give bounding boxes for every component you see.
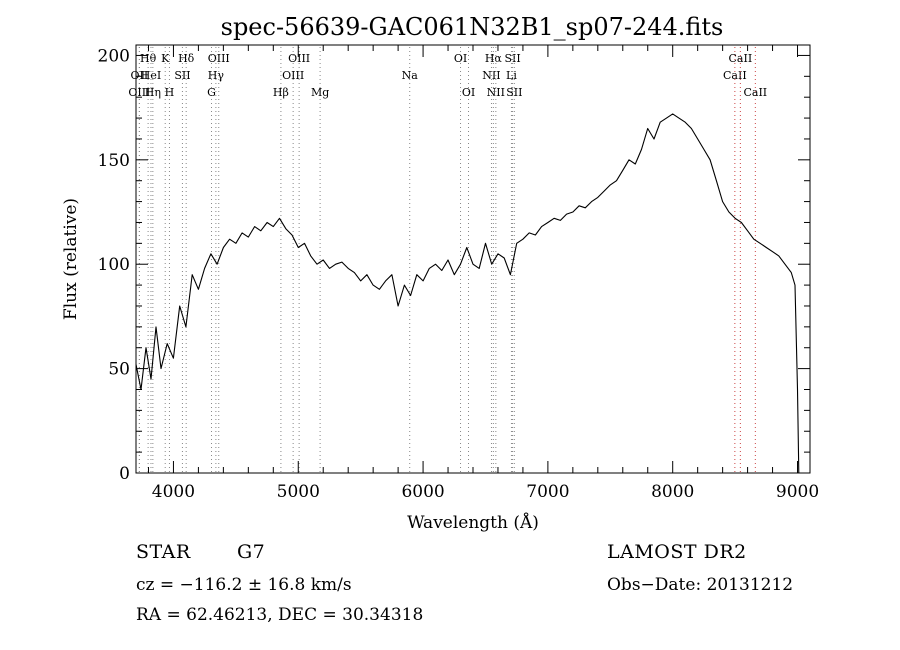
y-tick-label: 200	[98, 46, 130, 66]
line-marker-label: K	[161, 52, 170, 65]
spectrum-line-0	[135, 113, 800, 474]
line-marker-label: NII	[487, 86, 505, 99]
line-marker-label: Hη	[145, 86, 161, 99]
line-marker-label: CaII	[729, 52, 753, 65]
survey-name: LAMOST DR2	[607, 541, 747, 563]
spectrum-series	[135, 113, 800, 474]
line-marker-label: H	[165, 86, 175, 99]
line-marker-label: Hγ	[208, 69, 225, 82]
x-axis-ticks: 4000 5000 6000 7000 8000 9000	[147, 45, 819, 502]
line-marker-label: SII	[174, 69, 190, 82]
line-marker-label: OIII	[288, 52, 310, 65]
y-tick-label: 0	[119, 464, 130, 484]
line-marker-label: G	[207, 86, 216, 99]
spectral-subclass: G7	[237, 541, 266, 563]
line-marker-label: Hδ	[178, 52, 195, 65]
line-marker-label: OIII	[128, 86, 150, 99]
line-marker-label: HeI	[141, 69, 161, 82]
y-axis-label: Flux (relative)	[61, 198, 81, 320]
x-tick-label: 4000	[152, 482, 195, 502]
redshift-velocity: cz = −116.2 ± 16.8 km/s	[136, 575, 352, 595]
chart-title: spec-56639-GAC061N32B1_sp07-244.fits	[221, 13, 724, 41]
coordinates: RA = 62.46213, DEC = 30.34318	[136, 605, 424, 625]
plot-frame	[135, 44, 811, 474]
line-marker-label: Hα	[485, 52, 503, 65]
x-axis-label: Wavelength (Å)	[407, 512, 539, 533]
line-marker-label: NII	[482, 69, 500, 82]
line-marker-label: Na	[402, 69, 419, 82]
line-marker-label: SII	[504, 52, 520, 65]
line-marker-label: Li	[506, 69, 517, 82]
line-marker-label: SII	[506, 86, 522, 99]
y-tick-label: 100	[98, 255, 130, 275]
line-marker-label: Mg	[311, 86, 329, 99]
x-tick-label: 8000	[651, 482, 694, 502]
object-type: STAR	[136, 541, 191, 563]
line-marker-label: OI	[454, 52, 467, 65]
observation-date: Obs−Date: 20131212	[607, 575, 794, 595]
line-marker-label: CaII	[723, 69, 747, 82]
line-marker-label: OIII	[282, 69, 304, 82]
line-marker-label: Hθ	[140, 52, 157, 65]
y-axis-ticks: 0 50 100 150 200	[98, 46, 810, 484]
line-marker-label: CaII	[743, 86, 767, 99]
x-tick-label: 7000	[526, 482, 569, 502]
line-marker-label: OIII	[208, 52, 230, 65]
x-tick-label: 5000	[277, 482, 320, 502]
line-marker-label: OI	[462, 86, 475, 99]
line-marker-label: Hβ	[273, 86, 289, 99]
x-tick-label: 9000	[776, 482, 819, 502]
y-tick-label: 50	[108, 360, 130, 380]
y-tick-label: 150	[98, 151, 130, 171]
x-tick-label: 6000	[401, 482, 444, 502]
